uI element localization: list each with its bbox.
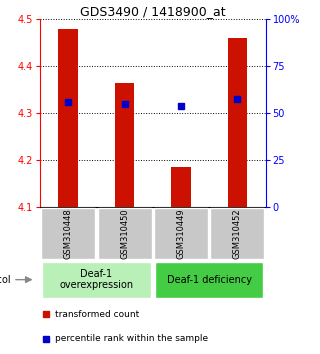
Bar <box>155 262 263 298</box>
Bar <box>58 29 78 207</box>
Text: GSM310452: GSM310452 <box>233 208 242 259</box>
Bar <box>98 208 152 259</box>
Bar <box>154 208 208 259</box>
Bar <box>171 167 191 207</box>
Text: Deaf-1
overexpression: Deaf-1 overexpression <box>59 269 133 291</box>
Text: GSM310450: GSM310450 <box>120 208 129 259</box>
Text: percentile rank within the sample: percentile rank within the sample <box>55 334 208 343</box>
Text: transformed count: transformed count <box>55 310 139 319</box>
Bar <box>115 83 134 207</box>
Bar <box>41 208 95 259</box>
Bar <box>210 208 264 259</box>
Bar <box>42 262 150 298</box>
Title: GDS3490 / 1418900_at: GDS3490 / 1418900_at <box>80 5 226 18</box>
Text: protocol: protocol <box>0 275 11 285</box>
Text: GSM310449: GSM310449 <box>177 208 186 259</box>
Text: GSM310448: GSM310448 <box>64 208 73 259</box>
Bar <box>228 38 247 207</box>
Text: Deaf-1 deficiency: Deaf-1 deficiency <box>167 275 252 285</box>
